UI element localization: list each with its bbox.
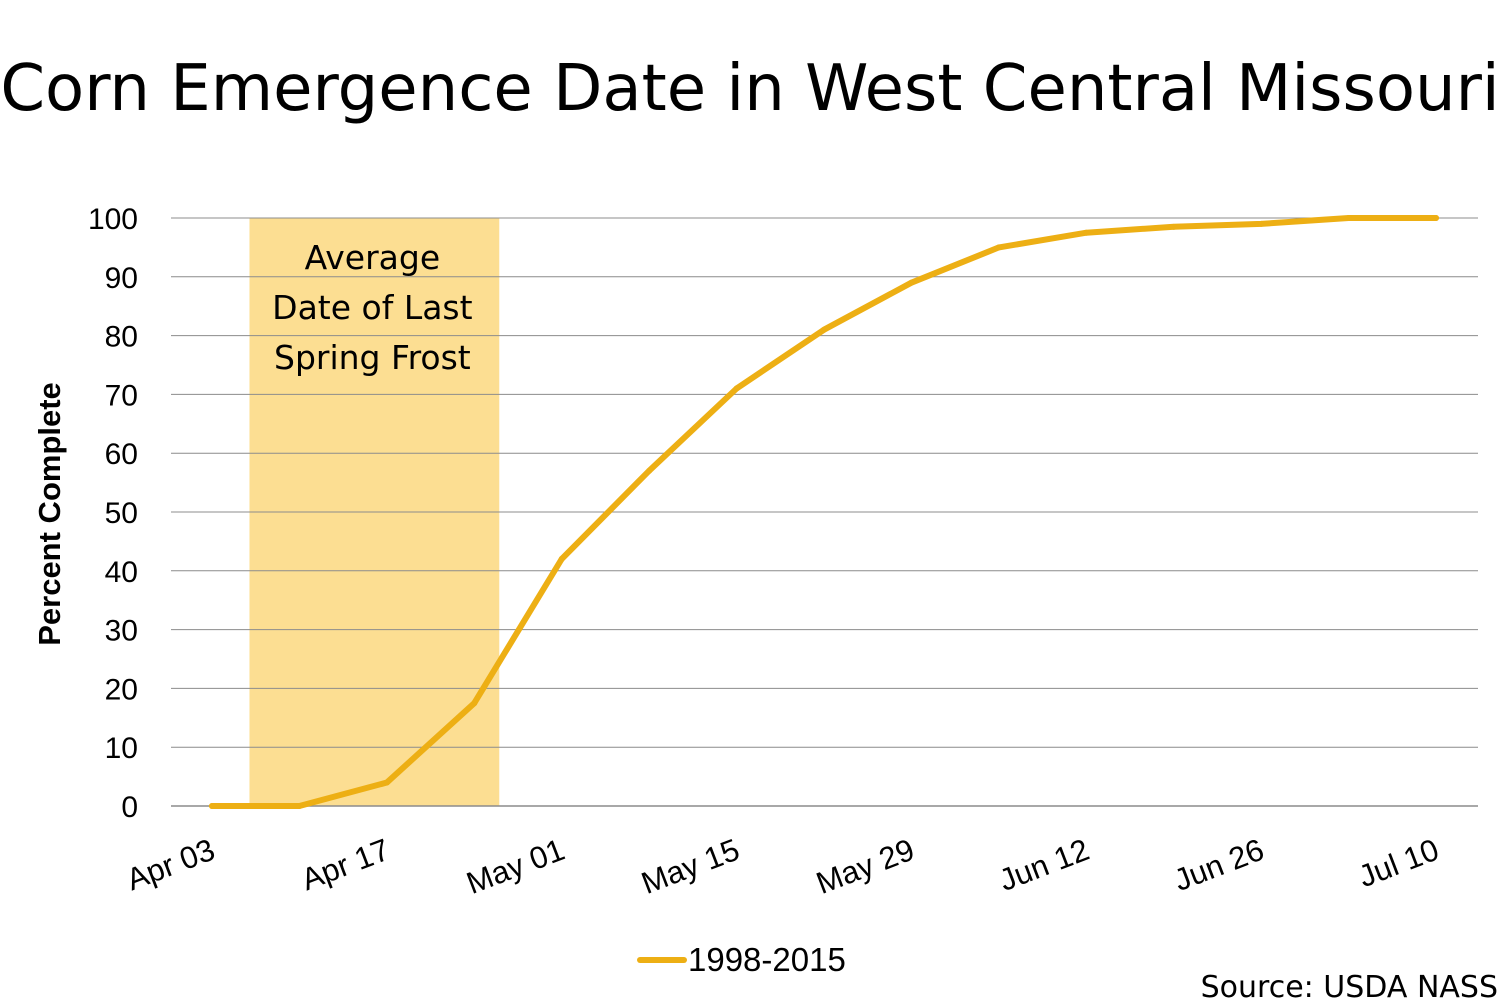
x-axis-ticks: Apr 03 Apr 17 May 01 May 15 May 29 Jun 12 Jun … bbox=[122, 832, 1444, 901]
chart-title: Corn Emergence Date in West Central Miss… bbox=[0, 52, 1500, 126]
data-point bbox=[471, 700, 478, 707]
y-tick-label: 10 bbox=[105, 732, 138, 765]
y-tick-label: 70 bbox=[105, 379, 138, 412]
gridlines bbox=[171, 217, 1478, 748]
data-point bbox=[1083, 229, 1090, 236]
data-point bbox=[1258, 220, 1265, 227]
data-point bbox=[383, 779, 390, 786]
x-tick-label: Apr 17 bbox=[297, 832, 395, 897]
y-tick-label: 90 bbox=[105, 262, 138, 295]
y-tick-label: 50 bbox=[105, 497, 138, 530]
x-tick-label: Jul 10 bbox=[1354, 832, 1444, 894]
x-tick-label: May 15 bbox=[637, 832, 744, 901]
x-tick-label: Jun 26 bbox=[1169, 832, 1268, 898]
data-point bbox=[1433, 215, 1439, 221]
data-point bbox=[1170, 223, 1177, 230]
x-tick-label: May 29 bbox=[811, 832, 918, 901]
y-tick-label: 100 bbox=[88, 203, 138, 236]
data-point bbox=[821, 326, 827, 333]
x-tick-label: Jun 12 bbox=[994, 832, 1093, 898]
frost-label-line-2: Date of Last bbox=[272, 288, 472, 327]
legend-label: 1998-2015 bbox=[688, 941, 846, 978]
frost-label-line-1: Average bbox=[305, 238, 441, 277]
y-axis-label: Percent Complete bbox=[32, 382, 67, 646]
data-point bbox=[646, 467, 653, 474]
data-point bbox=[296, 803, 303, 809]
y-tick-label: 60 bbox=[105, 438, 138, 471]
x-tick-label: Apr 03 bbox=[122, 832, 220, 897]
data-point bbox=[733, 385, 740, 392]
data-point bbox=[209, 803, 215, 809]
source-note: Source: USDA NASS bbox=[1200, 970, 1498, 1005]
legend: 1998-2015 bbox=[637, 941, 846, 978]
x-tick-label: May 01 bbox=[462, 832, 569, 901]
data-point bbox=[908, 279, 915, 286]
y-tick-label: 0 bbox=[121, 791, 138, 824]
data-point bbox=[1345, 215, 1352, 221]
y-axis-ticks: 0 10 20 30 40 50 60 70 80 90 100 bbox=[88, 203, 138, 824]
data-point bbox=[558, 556, 565, 563]
frost-label-line-3: Spring Frost bbox=[274, 338, 471, 377]
y-tick-label: 40 bbox=[105, 556, 138, 589]
y-tick-label: 30 bbox=[105, 615, 138, 648]
y-tick-label: 80 bbox=[105, 321, 138, 354]
frost-band-label: Average Date of Last Spring Frost bbox=[272, 238, 472, 377]
data-point bbox=[995, 244, 1002, 251]
series-points bbox=[209, 215, 1439, 809]
y-tick-label: 20 bbox=[105, 673, 138, 706]
